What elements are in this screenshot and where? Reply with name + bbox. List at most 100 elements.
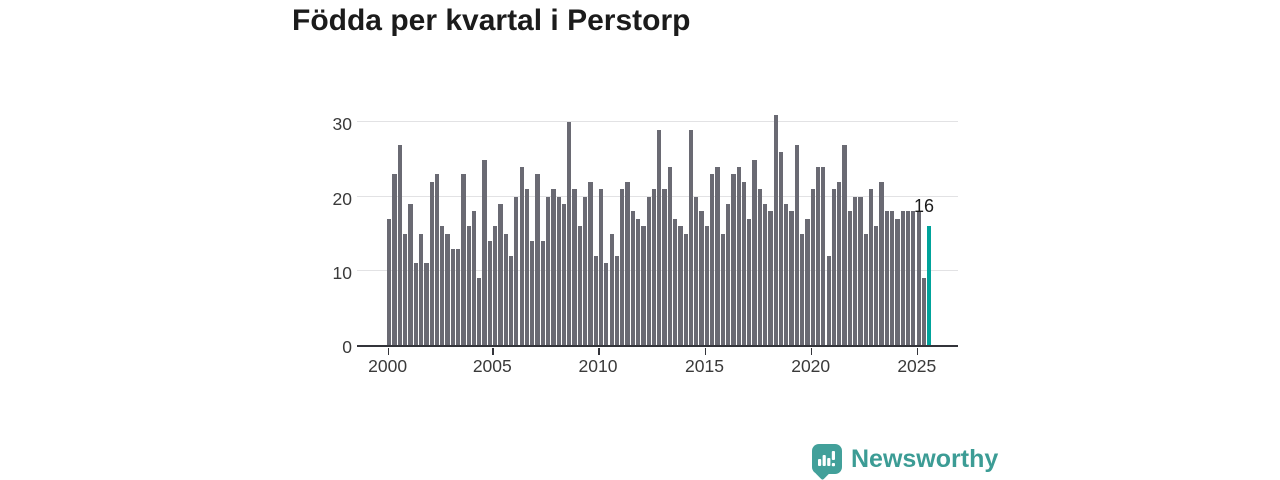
- x-axis-tick-label: 2000: [368, 356, 408, 376]
- x-axis-tick-mark: [916, 348, 919, 355]
- bar: [545, 196, 551, 345]
- x-axis-tick-label: 2025: [897, 356, 937, 376]
- y-axis-tick-label: 30: [332, 114, 352, 135]
- bar: [493, 226, 498, 345]
- bar: [561, 204, 567, 345]
- plot-area: [357, 114, 958, 347]
- bar: [429, 181, 434, 345]
- x-axis-tick-label: 2010: [578, 356, 618, 376]
- bar: [736, 166, 741, 345]
- newsworthy-logo-text: Newsworthy: [851, 444, 999, 473]
- bar: [905, 211, 911, 345]
- bar: [694, 196, 699, 345]
- bar: [852, 196, 858, 345]
- bar: [530, 241, 535, 345]
- bar: [810, 189, 815, 345]
- bar: [916, 211, 921, 345]
- bar: [673, 218, 678, 345]
- bar: [800, 233, 805, 345]
- bar: [392, 174, 397, 345]
- bar: [821, 166, 826, 345]
- bar: [884, 211, 889, 345]
- bar: [635, 218, 641, 345]
- bar: [847, 211, 852, 345]
- bar: [895, 218, 900, 345]
- bar: [794, 144, 799, 345]
- bar: [752, 159, 757, 345]
- bar: [498, 204, 503, 345]
- x-axis-tick-label: 2015: [685, 356, 724, 376]
- bar: [731, 174, 736, 345]
- bar: [683, 233, 688, 345]
- bar: [466, 226, 471, 345]
- bar: [625, 181, 630, 345]
- bar: [524, 189, 530, 345]
- bar: [540, 241, 545, 345]
- bar: [583, 196, 588, 345]
- gridline: [357, 121, 958, 123]
- bar: [593, 256, 598, 345]
- bar: [450, 248, 455, 345]
- bar: [842, 144, 847, 345]
- bar-chart-icon: [817, 450, 835, 466]
- y-axis-tick-label: 0: [342, 337, 352, 357]
- bar: [434, 174, 440, 345]
- bar: [667, 166, 672, 345]
- x-axis-tick-mark: [387, 348, 390, 355]
- bar: [646, 196, 651, 345]
- bar: [831, 189, 837, 345]
- bar: [413, 263, 418, 345]
- bar: [773, 115, 778, 345]
- bar: [778, 152, 784, 345]
- bar: [890, 211, 895, 345]
- bar: [715, 166, 720, 345]
- bar: [688, 129, 694, 345]
- bar: [741, 181, 747, 345]
- bar: [456, 248, 461, 345]
- bar: [588, 181, 593, 345]
- bar: [387, 218, 392, 345]
- bar: [487, 241, 493, 345]
- x-axis-tick-label: 2020: [791, 356, 831, 376]
- bar: [704, 226, 710, 345]
- x-axis-tick-mark: [492, 348, 494, 355]
- bar: [551, 189, 556, 345]
- bar: [577, 226, 582, 345]
- bar: [598, 189, 604, 345]
- bar: [815, 166, 821, 345]
- newsworthy-logo: Newsworthy: [812, 444, 998, 474]
- bar: [826, 256, 831, 345]
- bar: [408, 204, 413, 345]
- newsworthy-logo-icon: [812, 444, 842, 474]
- bar: [620, 189, 625, 345]
- bar: [503, 233, 508, 345]
- bar: [858, 196, 863, 345]
- bar: [630, 211, 635, 345]
- x-axis-tick-label: 2005: [472, 356, 512, 376]
- bar: [567, 122, 572, 345]
- bar: [651, 189, 657, 345]
- bar: [403, 233, 408, 345]
- y-axis-tick-label: 10: [332, 262, 352, 283]
- bar: [879, 181, 884, 345]
- bar: [440, 226, 445, 345]
- bar: [662, 189, 667, 345]
- bar: [720, 233, 725, 345]
- bar: [519, 166, 524, 345]
- bar: [614, 256, 620, 345]
- bar: [699, 211, 704, 345]
- bar: [710, 174, 715, 345]
- x-axis-tick-mark: [810, 348, 813, 355]
- bar: [868, 189, 874, 345]
- bar: [556, 196, 561, 345]
- bar: [789, 211, 794, 345]
- bar: [604, 263, 609, 345]
- bar: [445, 233, 450, 345]
- bar-highlighted: [927, 226, 932, 345]
- bar: [911, 211, 916, 345]
- bar: [837, 181, 842, 345]
- bar: [418, 233, 424, 345]
- chart-title: Födda per kvartal i Perstorp: [292, 4, 691, 37]
- bar: [784, 204, 789, 345]
- bar: [514, 196, 519, 345]
